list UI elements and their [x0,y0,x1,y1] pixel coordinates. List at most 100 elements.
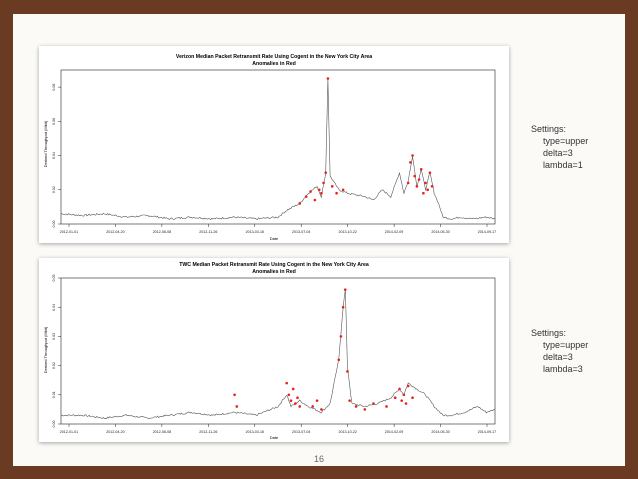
anomaly-point [233,393,236,397]
x-tick-label: 2013-10-22 [338,430,356,434]
x-tick-label: 2014-09-17 [478,430,496,434]
settings-type: type=upper [543,340,589,350]
x-tick-label: 2014-05-30 [431,430,449,434]
series-line [60,289,495,420]
anomaly-point [291,387,295,391]
anomaly-point [285,381,288,385]
anomaly-point [354,405,358,408]
anomaly-point [419,167,423,171]
slide: Verizon Median Packet Retransmit Rate Us… [13,14,625,466]
settings-heading: Settings: [531,124,567,134]
x-tick-label: 2012-04-20 [106,230,124,234]
settings-panel-2: Settings: type=upper delta=3 lambda=3 [531,327,588,375]
y-tick-label: 0.03 [52,333,56,340]
x-tick-label: 2012-08-08 [153,230,171,234]
x-tick-label: 2014-09-17 [478,230,496,234]
x-tick-label: 2013-03-16 [246,230,264,234]
twc-chart: TWC Median Packet Retransmit Rate Using … [43,262,496,440]
settings-lambda: lambda=1 [543,160,583,170]
anomaly-point [422,191,425,195]
y-tick-label: 0.00 [52,421,56,428]
x-tick-label: 2012-08-08 [153,430,171,434]
anomaly-point [372,402,375,405]
y-tick-label: 0.04 [52,152,56,159]
x-tick-label: 2012-04-20 [106,430,124,434]
anomaly-point [411,396,414,400]
twc-plot-card: TWC Median Packet Retransmit Rate Using … [39,258,509,442]
page-number: 16 [313,454,324,464]
anomaly-point [393,396,397,400]
anomaly-point [411,154,414,157]
settings-type: type=upper [543,136,589,146]
y-tick-label: 0.05 [52,275,56,282]
x-tick-label: 2012-11-26 [199,430,217,434]
chart-title: Verizon Median Packet Retransmit Rate Us… [176,54,372,60]
settings-panel-1: Settings: type=upper delta=3 lambda=1 [531,123,588,171]
anomaly-point [337,358,341,362]
anomaly-point [315,399,319,402]
anomaly-point [298,405,302,408]
anomaly-point [235,405,239,408]
anomaly-point [424,181,427,185]
x-tick-label: 2012-01-01 [60,430,78,434]
y-tick-label: 0.02 [52,186,56,193]
settings-heading: Settings: [531,328,567,338]
anomaly-point [426,188,430,192]
y-tick-label: 0.02 [52,362,56,369]
plot-frame [60,277,496,425]
x-tick-label: 2014-05-30 [431,230,449,234]
anomaly-point [406,384,410,388]
anomaly-point [298,202,302,205]
anomaly-point [289,399,293,402]
anomaly-point [320,191,323,195]
x-tick-label: 2012-01-01 [60,230,78,234]
x-tick-label: 2014-02-09 [385,430,403,434]
series-line [60,78,496,221]
settings-lambda: lambda=3 [543,364,583,374]
y-tick-label: 0.01 [52,391,56,398]
chart-subtitle: Anomalies in Red [252,61,296,67]
anomaly-point [398,387,401,391]
verizon-plot-card: Verizon Median Packet Retransmit Rate Us… [39,46,509,243]
chart-title: TWC Median Packet Retransmit Rate Using … [179,262,369,268]
anomaly-point [343,288,347,291]
anomaly-point [339,335,343,338]
x-tick-label: 2013-07-04 [292,430,310,434]
anomaly-point [324,171,328,174]
anomaly-point [409,161,412,164]
anomaly-point [417,178,421,181]
anomaly-point [320,408,323,411]
anomaly-point [326,77,330,80]
anomaly-point [346,370,349,373]
y-tick-label: 0.04 [52,304,56,311]
y-tick-label: 0.06 [52,118,56,125]
anomaly-point [413,174,417,178]
anomaly-point [322,181,325,185]
anomaly-point [330,185,334,188]
anomaly-point [430,185,434,188]
x-tick-label: 2013-07-04 [292,230,310,234]
anomaly-point [309,190,312,193]
y-tick-label: 0.00 [52,221,56,228]
anomaly-point [385,405,388,408]
anomaly-point [341,188,345,192]
plot-frame [60,69,496,225]
anomaly-point [317,188,321,192]
anomaly-point [402,393,406,397]
chart-subtitle: Anomalies in Red [252,269,296,275]
x-axis-label: Date [270,236,279,241]
anomaly-point [313,198,317,202]
anomaly-point [348,399,351,402]
x-tick-label: 2012-11-26 [199,230,217,234]
anomaly-point [304,195,308,198]
anomaly-point [400,399,403,402]
settings-delta: delta=3 [543,148,573,158]
anomaly-point [287,393,291,397]
x-tick-label: 2013-10-22 [338,230,356,234]
verizon-chart: Verizon Median Packet Retransmit Rate Us… [43,54,496,241]
settings-delta: delta=3 [543,352,573,362]
anomaly-point [404,402,408,405]
x-tick-label: 2013-03-16 [246,430,264,434]
anomaly-point [406,181,410,185]
anomaly-point [335,191,338,195]
